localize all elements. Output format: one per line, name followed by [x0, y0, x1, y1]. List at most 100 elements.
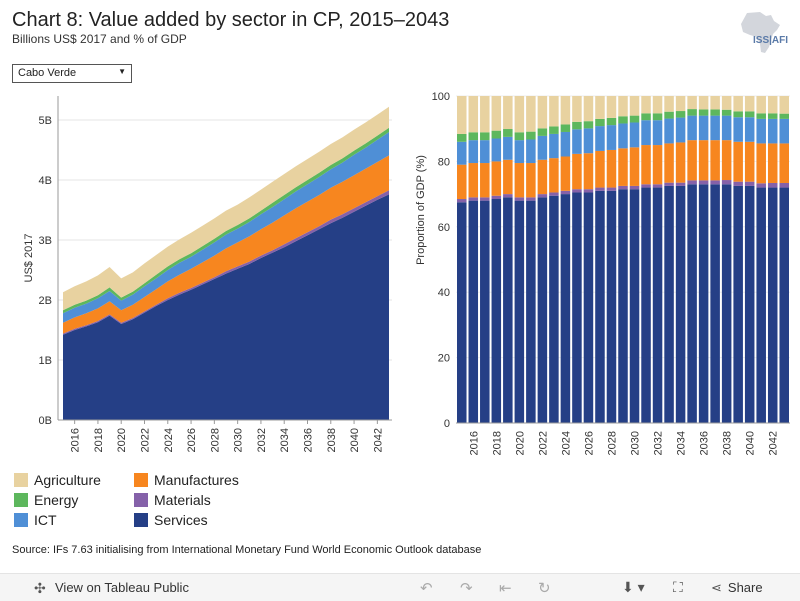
bar-segment-ict: [560, 131, 571, 157]
legend-swatch-manufactures: [134, 473, 148, 487]
bar-segment-services: [756, 187, 766, 423]
bar-segment-energy: [457, 133, 467, 142]
area-series-manufactures: [63, 155, 389, 334]
bar-segment-ict: [457, 141, 467, 165]
bar-segment-manufactures: [687, 140, 697, 181]
bar-segment-materials: [733, 181, 743, 186]
bar-segment-ict: [537, 135, 548, 160]
area-y-tick-label: 2B: [39, 295, 52, 307]
bar-segment-materials: [767, 182, 778, 188]
chevron-down-icon[interactable]: ▼: [118, 67, 126, 76]
bar-segment-energy: [583, 121, 594, 129]
bar-segment-agriculture: [744, 96, 755, 112]
bar-segment-materials: [779, 182, 789, 188]
fullscreen-icon[interactable]: ⛶: [673, 579, 683, 595]
bar-segment-agriculture: [468, 96, 479, 133]
bar-segment-materials: [491, 195, 502, 200]
bar-segment-agriculture: [549, 96, 559, 127]
bar-segment-materials: [710, 180, 720, 185]
redo-icon[interactable]: ↷: [460, 580, 473, 597]
bar-segment-agriculture: [779, 96, 789, 114]
bar-segment-services: [629, 189, 640, 423]
charts-area: 0B 1B 2B 3B 4B 5B 2016 2018 2020 2022 2024 2026 2028…: [23, 91, 790, 455]
bar-x-tick-label: 2024: [560, 431, 572, 455]
bar-segment-energy: [687, 109, 697, 116]
bar-segment-energy: [503, 129, 513, 137]
legend-label-manufactures: Manufactures: [154, 472, 239, 488]
bar-segment-materials: [664, 182, 674, 186]
bar-y-tick-label: 100: [432, 91, 450, 103]
bar-segment-services: [698, 184, 709, 423]
bar-segment-energy: [641, 113, 651, 121]
bar-segment-materials: [675, 182, 686, 186]
bar-segment-energy: [675, 111, 686, 118]
area-y-tick-label: 4B: [39, 175, 52, 187]
bar-segment-materials: [514, 197, 525, 201]
bar-segment-materials: [549, 192, 559, 196]
bar-segment-manufactures: [641, 145, 651, 185]
bar-segment-energy: [664, 111, 674, 119]
bar-segment-ict: [687, 115, 697, 141]
country-dropdown[interactable]: Cabo Verde ▼: [12, 64, 132, 83]
bar-segment-services: [721, 184, 732, 423]
bar-segment-agriculture: [675, 96, 686, 112]
download-icon[interactable]: ⬇ ▾: [622, 579, 645, 595]
bar-x-tick-label: 2042: [768, 431, 780, 455]
legend-item-materials[interactable]: Materials: [134, 492, 274, 510]
bar-segment-ict: [480, 140, 490, 164]
bar-segment-agriculture: [733, 96, 743, 112]
area-x-tick-label: 2038: [326, 428, 338, 452]
bar-segment-ict: [733, 117, 743, 142]
bar-x-tick-label: 2020: [514, 431, 526, 455]
area-y-tick-label: 0B: [39, 415, 52, 427]
bar-segment-ict: [503, 136, 513, 160]
bar-segment-energy: [537, 128, 548, 136]
legend: Agriculture Energy ICT Manufactures Mate…: [14, 472, 314, 534]
bar-segment-services: [514, 200, 525, 423]
bar-segment-energy: [468, 132, 479, 141]
bar-segment-materials: [583, 189, 594, 193]
bar-segment-ict: [549, 133, 559, 159]
chart-title: Chart 8: Value added by sector in CP, 20…: [12, 9, 450, 31]
bar-segment-manufactures: [514, 163, 525, 198]
bar-segment-services: [480, 200, 490, 423]
bar-segment-ict: [618, 123, 628, 149]
legend-item-manufactures[interactable]: Manufactures: [134, 472, 274, 490]
legend-item-services[interactable]: Services: [134, 512, 274, 530]
bar-segment-energy: [480, 132, 490, 141]
bar-x-tick-label: 2038: [722, 431, 734, 455]
bar-segment-materials: [641, 184, 651, 188]
legend-item-agriculture[interactable]: Agriculture: [14, 472, 124, 490]
bar-segment-manufactures: [652, 145, 663, 185]
area-y-axis-label: US$ 2017: [23, 234, 35, 283]
bar-segment-manufactures: [595, 150, 605, 188]
legend-label-materials: Materials: [154, 492, 211, 508]
area-y-tick-label: 1B: [39, 355, 52, 367]
legend-item-ict[interactable]: ICT: [14, 512, 124, 530]
bar-segment-agriculture: [767, 96, 778, 114]
undo-icon[interactable]: ↶: [420, 580, 433, 597]
refresh-icon[interactable]: ↻: [538, 580, 551, 597]
bar-segment-materials: [480, 197, 490, 201]
bar-x-tick-label: 2040: [745, 431, 757, 455]
share-label: Share: [727, 580, 763, 595]
share-button[interactable]: ⋖ Share: [711, 580, 763, 596]
bar-segment-agriculture: [721, 96, 732, 110]
bar-segment-ict: [595, 126, 605, 151]
bar-segment-services: [491, 199, 502, 423]
bar-segment-energy: [560, 124, 571, 132]
bar-segment-ict: [756, 118, 766, 144]
bar-segment-manufactures: [491, 161, 502, 196]
bar-segment-ict: [698, 115, 709, 141]
bar-segment-ict: [468, 140, 479, 164]
bar-segment-energy: [491, 130, 502, 139]
bar-segment-energy: [595, 118, 605, 127]
revert-icon[interactable]: ⇤: [499, 580, 512, 597]
bar-segment-agriculture: [503, 96, 513, 130]
bar-segment-energy: [606, 117, 617, 126]
legend-item-energy[interactable]: Energy: [14, 492, 124, 510]
bar-segment-materials: [572, 189, 582, 193]
bar-segment-materials: [468, 197, 479, 201]
bar-segment-manufactures: [675, 142, 686, 183]
legend-label-ict: ICT: [34, 512, 57, 528]
